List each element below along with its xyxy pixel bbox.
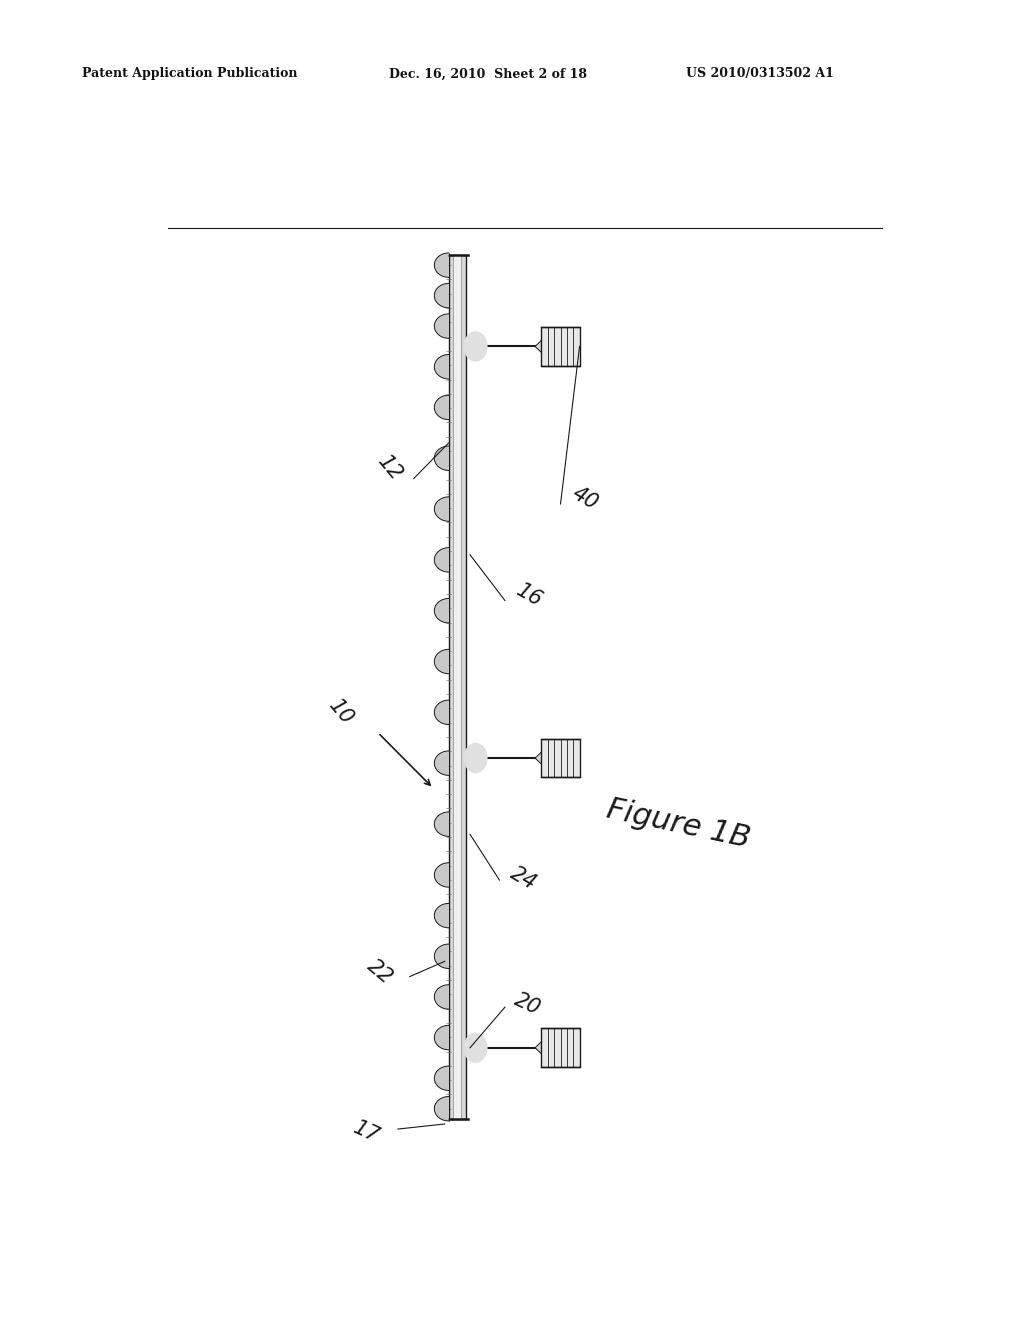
Text: 24: 24 [507, 863, 541, 894]
Polygon shape [434, 985, 449, 1008]
Text: 10: 10 [325, 696, 356, 729]
Polygon shape [434, 903, 449, 928]
Circle shape [464, 743, 487, 772]
Polygon shape [434, 446, 449, 470]
Circle shape [464, 1034, 487, 1063]
Polygon shape [434, 284, 449, 308]
Polygon shape [434, 863, 449, 887]
Text: US 2010/0313502 A1: US 2010/0313502 A1 [686, 67, 834, 81]
Text: 20: 20 [511, 990, 544, 1019]
Polygon shape [434, 548, 449, 572]
Polygon shape [434, 1026, 449, 1049]
Polygon shape [434, 649, 449, 673]
Bar [542, 327, 580, 366]
Polygon shape [434, 314, 449, 338]
Text: Figure 1B: Figure 1B [604, 795, 753, 854]
Polygon shape [536, 752, 542, 764]
Polygon shape [434, 496, 449, 521]
Polygon shape [434, 395, 449, 420]
Polygon shape [434, 700, 449, 725]
Bar [542, 1028, 580, 1067]
Text: 22: 22 [364, 956, 397, 987]
Polygon shape [434, 1067, 449, 1090]
Text: Patent Application Publication: Patent Application Publication [82, 67, 297, 81]
Polygon shape [536, 1041, 542, 1053]
Text: 17: 17 [350, 1118, 382, 1147]
Polygon shape [434, 598, 449, 623]
Polygon shape [434, 812, 449, 837]
Text: Dec. 16, 2010  Sheet 2 of 18: Dec. 16, 2010 Sheet 2 of 18 [389, 67, 587, 81]
Circle shape [464, 331, 487, 362]
Polygon shape [434, 1097, 449, 1121]
Polygon shape [434, 253, 449, 277]
Bar [449, 255, 466, 1119]
Text: 40: 40 [568, 483, 601, 515]
Text: 12: 12 [374, 451, 407, 484]
Polygon shape [434, 944, 449, 969]
Polygon shape [536, 341, 542, 352]
Polygon shape [434, 751, 449, 775]
Bar [454, 255, 461, 1119]
Text: 16: 16 [513, 581, 546, 611]
Bar [542, 739, 580, 777]
Polygon shape [434, 355, 449, 379]
